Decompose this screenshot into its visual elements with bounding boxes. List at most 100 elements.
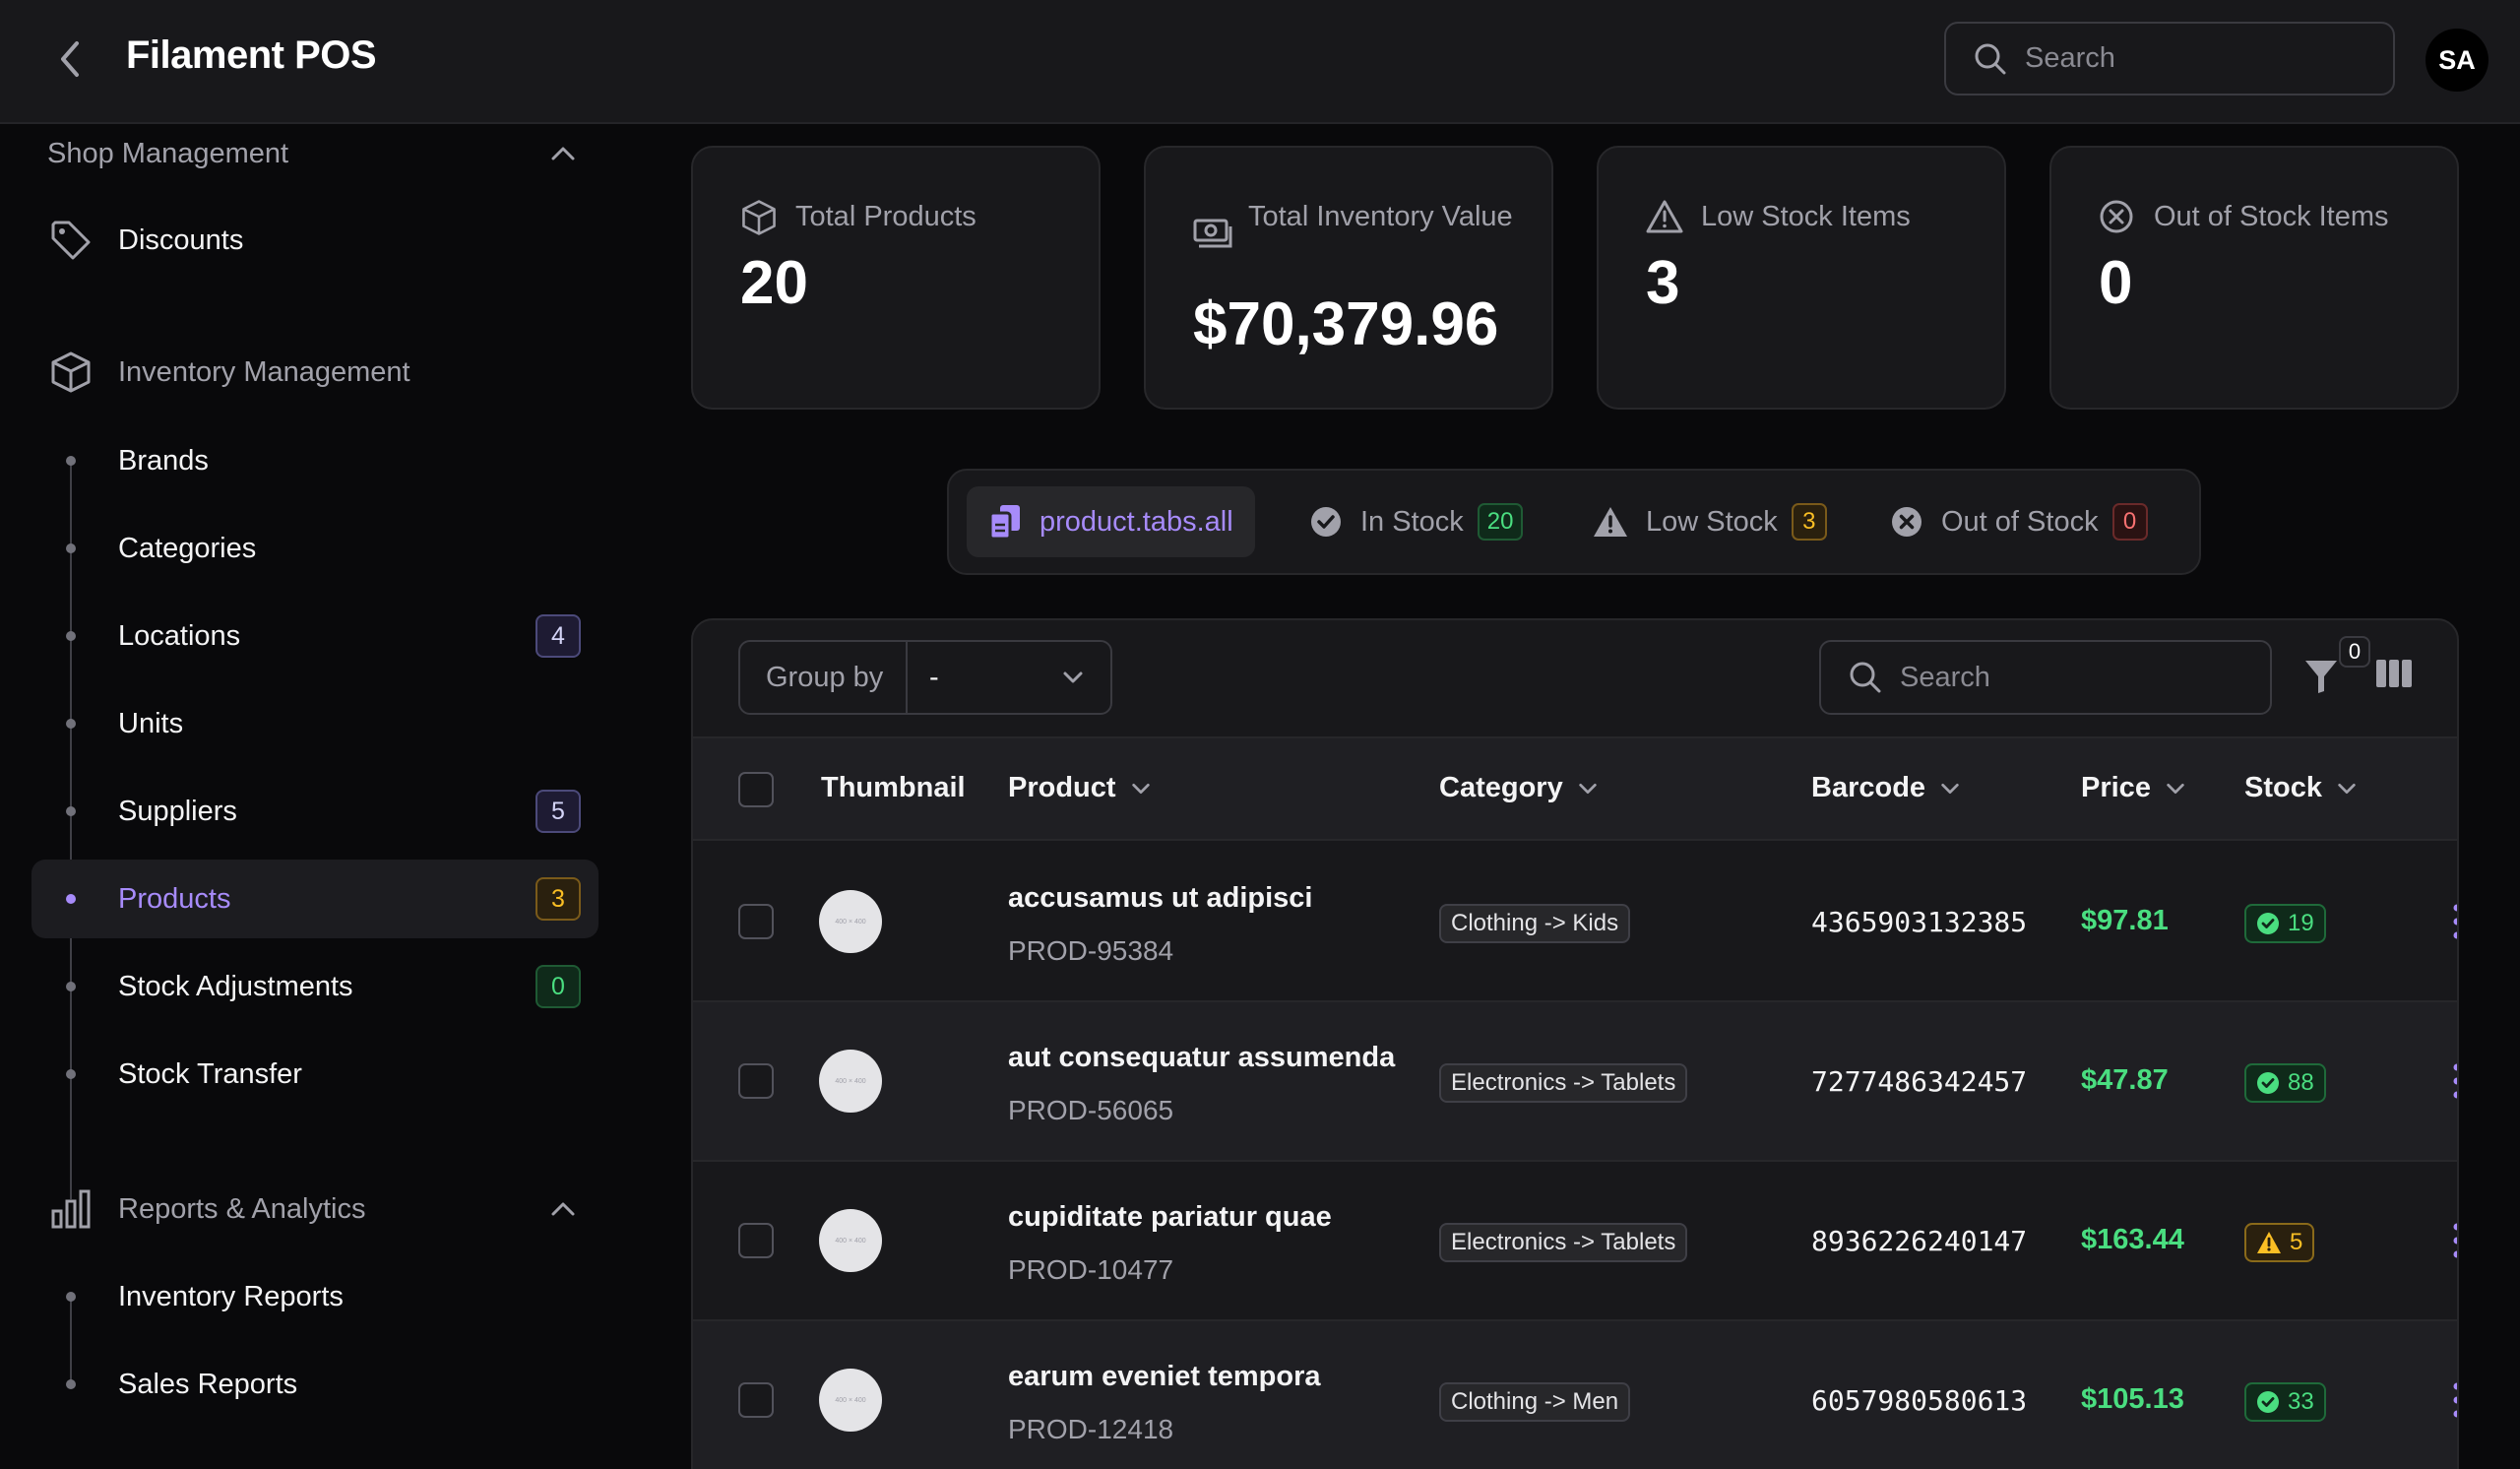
column-header-barcode[interactable]: Barcode — [1811, 772, 1961, 804]
stat-label: Low Stock Items — [1701, 201, 1911, 232]
count-badge: 4 — [536, 614, 581, 658]
nav-dot — [66, 1379, 76, 1389]
sidebar-item-sales-reports[interactable]: Sales Reports — [32, 1345, 598, 1424]
table-row[interactable]: 400 × 400 cupiditate pariatur quae PROD-10… — [693, 1162, 2457, 1321]
table-row[interactable]: 400 × 400 earum eveniet tempora PROD-12418… — [693, 1321, 2457, 1469]
row-actions-button[interactable] — [2451, 1380, 2457, 1425]
row-actions-button[interactable] — [2451, 1061, 2457, 1106]
nav-dot — [66, 982, 76, 991]
tag-icon — [51, 221, 91, 260]
chevron-up-icon[interactable] — [549, 1195, 577, 1223]
tab-count-badge: 20 — [1477, 503, 1524, 541]
stat-card-low-stock: Low Stock Items 3 — [1597, 146, 2006, 410]
sidebar-group-label: Reports & Analytics — [118, 1192, 366, 1225]
sidebar-item-stock-transfer[interactable]: Stock Transfer — [32, 1035, 598, 1114]
sidebar-item-stock-adjustments[interactable]: Stock Adjustments 0 — [32, 947, 598, 1026]
sidebar-item-locations[interactable]: Locations 4 — [32, 597, 598, 675]
chevron-down-icon — [1941, 783, 1959, 794]
column-header-price[interactable]: Price — [2081, 772, 2186, 804]
chevron-down-icon — [1063, 671, 1083, 683]
product-name[interactable]: earum eveniet tempora — [1008, 1361, 1321, 1392]
stock-badge: 19 — [2244, 904, 2326, 943]
filter-icon[interactable] — [2303, 658, 2339, 695]
table-search-input[interactable]: Search — [1819, 640, 2272, 715]
group-by-select[interactable]: Group by - — [738, 640, 1112, 715]
nav-dot — [66, 456, 76, 466]
nav-dot — [66, 719, 76, 729]
column-header-stock[interactable]: Stock — [2244, 772, 2358, 804]
user-avatar[interactable]: SA — [2426, 29, 2488, 92]
more-vertical-icon — [2453, 904, 2457, 939]
table-row[interactable]: 400 × 400 aut consequatur assumenda PROD-5… — [693, 1002, 2457, 1162]
nav-dot — [66, 1069, 76, 1079]
tab-label: product.tabs.all — [1040, 505, 1233, 538]
price-value: $97.81 — [2081, 905, 2169, 936]
stat-value: $70,379.96 — [1193, 290, 1499, 358]
tab-low-stock[interactable]: Low Stock 3 — [1593, 486, 1827, 557]
x-circle-icon — [2100, 200, 2133, 233]
product-name[interactable]: aut consequatur assumenda — [1008, 1042, 1396, 1073]
columns-icon[interactable] — [2374, 658, 2414, 689]
tab-all[interactable]: product.tabs.all — [967, 486, 1255, 557]
product-thumbnail: 400 × 400 — [819, 1209, 882, 1272]
group-by-label: Group by — [740, 642, 908, 713]
top-bar: Filament POS Search SA — [0, 0, 2520, 124]
back-button[interactable] — [49, 37, 89, 81]
sidebar-item-categories[interactable]: Categories — [32, 509, 598, 588]
column-header-thumbnail: Thumbnail — [821, 772, 966, 803]
chevron-up-icon[interactable] — [549, 140, 577, 167]
stat-card-total-products: Total Products 20 — [691, 146, 1101, 410]
sidebar-item-suppliers[interactable]: Suppliers 5 — [32, 772, 598, 851]
sidebar-group-inventory-management[interactable]: Inventory Management — [32, 333, 598, 412]
nav-tree-line — [70, 461, 72, 1199]
stat-label: Total Products — [795, 201, 976, 232]
tab-in-stock[interactable]: In Stock 20 — [1309, 486, 1524, 557]
column-header-category[interactable]: Category — [1439, 772, 1599, 804]
product-thumbnail: 400 × 400 — [819, 890, 882, 953]
product-name[interactable]: cupiditate pariatur quae — [1008, 1201, 1332, 1233]
row-checkbox[interactable] — [738, 904, 774, 939]
sidebar-group-label: Inventory Management — [118, 355, 410, 388]
row-actions-button[interactable] — [2451, 902, 2457, 946]
row-checkbox[interactable] — [738, 1063, 774, 1099]
select-all-checkbox[interactable] — [738, 772, 774, 807]
sidebar-group-shop-management[interactable]: Shop Management — [47, 138, 289, 169]
stock-value: 88 — [2288, 1069, 2314, 1096]
tab-count-badge: 0 — [2111, 503, 2148, 541]
global-search-input[interactable]: Search — [1944, 22, 2395, 96]
column-header-product[interactable]: Product — [1008, 772, 1152, 804]
row-actions-button[interactable] — [2451, 1221, 2457, 1265]
nav-dot — [66, 543, 76, 553]
tab-out-of-stock[interactable]: Out of Stock 0 — [1890, 486, 2148, 557]
sidebar-item-inventory-reports[interactable]: Inventory Reports — [32, 1257, 598, 1336]
x-circle-icon — [1892, 507, 1922, 537]
more-vertical-icon — [2453, 1063, 2457, 1099]
tab-count-badge: 3 — [1791, 503, 1827, 541]
column-header-label: Product — [1008, 772, 1116, 803]
sidebar-group-reports-analytics[interactable]: Reports & Analytics — [32, 1170, 598, 1248]
table-row[interactable]: 400 × 400 accusamus ut adipisci PROD-95384… — [693, 843, 2457, 1002]
sidebar-item-label: Products — [118, 882, 231, 915]
row-checkbox[interactable] — [738, 1382, 774, 1418]
product-tabs: product.tabs.all In Stock 20 Low Stock 3… — [947, 469, 2201, 575]
barcode-value: 8936226240147 — [1811, 1225, 2028, 1257]
sidebar-item-units[interactable]: Units — [32, 684, 598, 763]
sidebar-item-products[interactable]: Products 3 — [32, 860, 598, 938]
row-checkbox[interactable] — [738, 1223, 774, 1258]
product-sku: PROD-12418 — [1008, 1414, 1174, 1444]
stat-card-out-of-stock: Out of Stock Items 0 — [2049, 146, 2459, 410]
product-sku: PROD-95384 — [1008, 935, 1174, 966]
app-title: Filament POS — [126, 33, 377, 77]
warning-triangle-icon — [1646, 200, 1683, 233]
product-name[interactable]: accusamus ut adipisci — [1008, 882, 1313, 914]
stock-badge: 33 — [2244, 1382, 2326, 1422]
check-circle-icon — [2257, 913, 2279, 934]
check-circle-icon — [1311, 507, 1341, 537]
sidebar-item-brands[interactable]: Brands — [32, 421, 598, 500]
cube-icon — [51, 351, 91, 393]
search-placeholder: Search — [2025, 42, 2115, 74]
product-sku: PROD-56065 — [1008, 1095, 1174, 1125]
table-header: Thumbnail Product Category Barcode Price… — [693, 736, 2457, 841]
sidebar-item-discounts[interactable]: Discounts — [32, 201, 598, 280]
price-value: $47.87 — [2081, 1064, 2169, 1096]
